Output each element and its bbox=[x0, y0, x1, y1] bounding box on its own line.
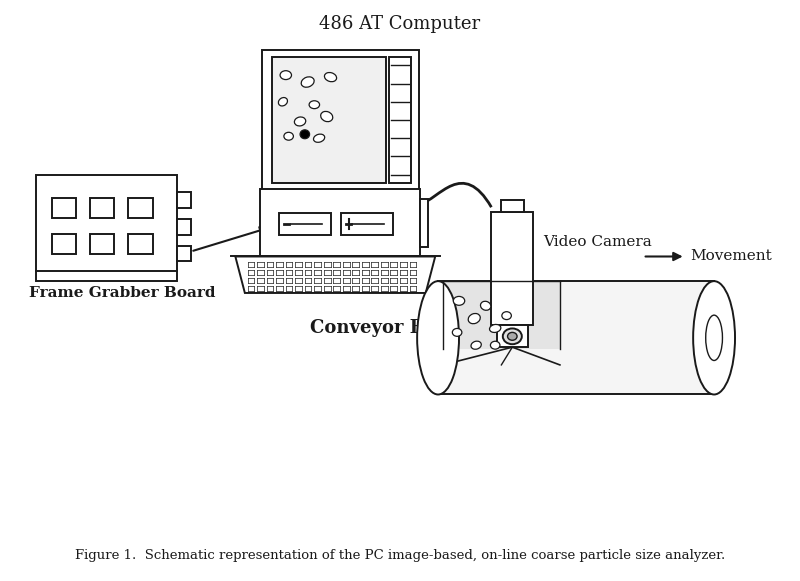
Bar bbox=[52, 234, 76, 253]
Ellipse shape bbox=[278, 98, 287, 106]
Bar bbox=[90, 198, 114, 218]
Ellipse shape bbox=[321, 112, 333, 121]
Bar bbox=[178, 219, 190, 235]
Ellipse shape bbox=[502, 328, 522, 344]
Ellipse shape bbox=[314, 134, 325, 142]
Bar bbox=[271, 58, 386, 182]
Text: Figure 1.  Schematic representation of the PC image-based, on-line coarse partic: Figure 1. Schematic representation of th… bbox=[75, 549, 725, 562]
Text: Video Camera: Video Camera bbox=[542, 235, 651, 249]
Text: Frame Grabber Board: Frame Grabber Board bbox=[29, 286, 215, 300]
Ellipse shape bbox=[471, 341, 482, 349]
Bar bbox=[178, 246, 190, 261]
Ellipse shape bbox=[481, 302, 491, 310]
Ellipse shape bbox=[294, 117, 306, 126]
Ellipse shape bbox=[280, 71, 291, 80]
Bar bbox=[260, 189, 420, 256]
Bar bbox=[497, 325, 527, 347]
Bar bbox=[90, 234, 114, 253]
Ellipse shape bbox=[454, 296, 465, 305]
Ellipse shape bbox=[284, 132, 294, 140]
Ellipse shape bbox=[706, 315, 722, 360]
Ellipse shape bbox=[490, 324, 501, 332]
Ellipse shape bbox=[452, 328, 462, 336]
Ellipse shape bbox=[490, 341, 500, 349]
Ellipse shape bbox=[693, 281, 735, 394]
Bar bbox=[389, 58, 411, 182]
Bar bbox=[279, 213, 331, 235]
Bar bbox=[37, 175, 178, 281]
Ellipse shape bbox=[300, 130, 310, 139]
Bar bbox=[128, 234, 153, 253]
Ellipse shape bbox=[507, 332, 517, 340]
Polygon shape bbox=[235, 256, 435, 293]
Ellipse shape bbox=[325, 73, 337, 82]
Bar bbox=[501, 200, 524, 212]
Bar bbox=[438, 281, 714, 394]
Text: Movement: Movement bbox=[690, 249, 772, 264]
Bar bbox=[52, 198, 76, 218]
Bar bbox=[262, 49, 419, 192]
Bar bbox=[491, 212, 534, 325]
Ellipse shape bbox=[302, 77, 314, 87]
Bar bbox=[420, 199, 428, 247]
Bar bbox=[128, 198, 153, 218]
Ellipse shape bbox=[502, 311, 511, 320]
Ellipse shape bbox=[468, 314, 480, 324]
Text: 486 AT Computer: 486 AT Computer bbox=[319, 15, 481, 33]
Polygon shape bbox=[443, 281, 560, 349]
Text: Conveyor Belt: Conveyor Belt bbox=[310, 319, 451, 337]
Bar bbox=[178, 192, 190, 208]
Bar bbox=[341, 213, 394, 235]
Ellipse shape bbox=[417, 281, 459, 394]
Ellipse shape bbox=[309, 101, 319, 109]
